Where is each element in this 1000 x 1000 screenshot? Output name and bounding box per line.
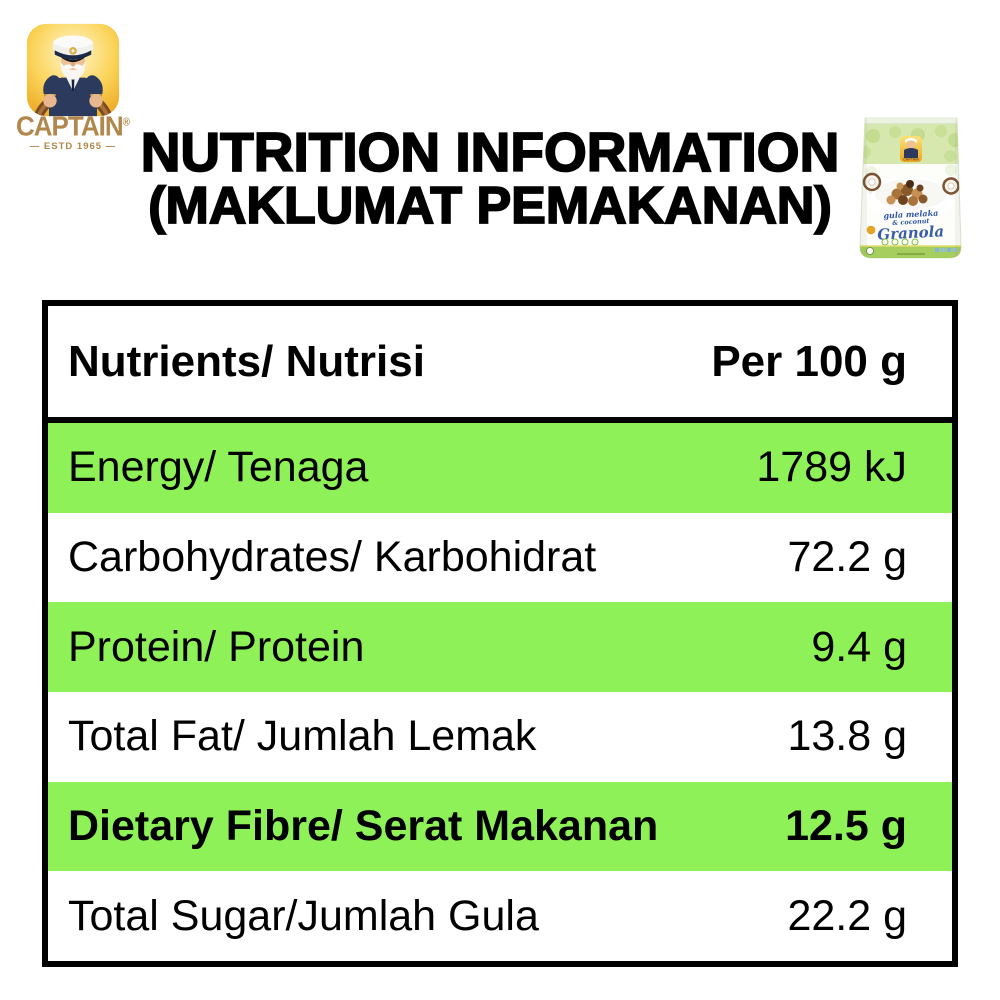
- product-image: CAPTAIN gula melaka & coconut Granola: [855, 110, 967, 262]
- registered-mark: ®: [122, 116, 130, 129]
- row-value: 1789 kJ: [756, 443, 907, 492]
- row-value: 13.8 g: [787, 712, 907, 761]
- page-title: NUTRITION INFORMATION (MAKLUMAT PEMAKANA…: [110, 121, 870, 236]
- row-value: 9.4 g: [811, 622, 907, 671]
- col-header-per-100g: Per 100 g: [711, 336, 907, 386]
- pouch-product-name: Granola: [877, 222, 945, 243]
- table-header-row: Nutrients/ Nutrisi Per 100 g: [48, 306, 952, 423]
- pouch-subtitle-2: & coconut: [892, 217, 930, 227]
- row-value: 22.2 g: [787, 891, 907, 940]
- table-row-carbohydrates: Carbohydrates/ Karbohidrat 72.2 g: [48, 512, 952, 603]
- row-label: Dietary Fibre/ Serat Makanan: [68, 802, 659, 851]
- brand-name: CAPTAIN: [16, 109, 124, 143]
- table-row-total-fat: Total Fat/ Jumlah Lemak 13.8 g: [48, 692, 952, 782]
- row-label: Total Fat/ Jumlah Lemak: [68, 712, 537, 761]
- table-row-total-sugar: Total Sugar/Jumlah Gula 22.2 g: [48, 871, 952, 962]
- row-label: Energy/ Tenaga: [68, 443, 369, 492]
- brand-estd: — ESTD 1965 —: [29, 141, 117, 152]
- title-line2: (MAKLUMAT PEMAKANAN): [147, 177, 832, 236]
- row-value: 72.2 g: [787, 533, 907, 581]
- row-label: Protein/ Protein: [68, 622, 365, 671]
- granola-pouch-icon: CAPTAIN gula melaka & coconut Granola: [859, 117, 962, 259]
- table-row-protein: Protein/ Protein 9.4 g: [48, 602, 952, 693]
- col-header-nutrients: Nutrients/ Nutrisi: [68, 336, 425, 386]
- pouch-subtitle-1: gula melaka: [883, 208, 938, 221]
- table-row-energy: Energy/ Tenaga 1789 kJ: [48, 423, 952, 513]
- nutrition-table: Nutrients/ Nutrisi Per 100 g Energy/ Ten…: [42, 300, 958, 967]
- row-label: Carbohydrates/ Karbohidrat: [68, 533, 597, 581]
- table-row-dietary-fibre: Dietary Fibre/ Serat Makanan 12.5 g: [48, 781, 952, 872]
- row-value: 12.5 g: [785, 802, 907, 851]
- pouch-brand-text: CAPTAIN: [903, 158, 919, 162]
- brand-wordmark: CAPTAIN®: [16, 112, 130, 140]
- row-label: Total Sugar/Jumlah Gula: [68, 891, 539, 940]
- captain-badge-icon: [26, 23, 120, 117]
- captain-logo: CAPTAIN® — ESTD 1965 —: [16, 22, 130, 152]
- title-line1: NUTRITION INFORMATION: [140, 121, 840, 183]
